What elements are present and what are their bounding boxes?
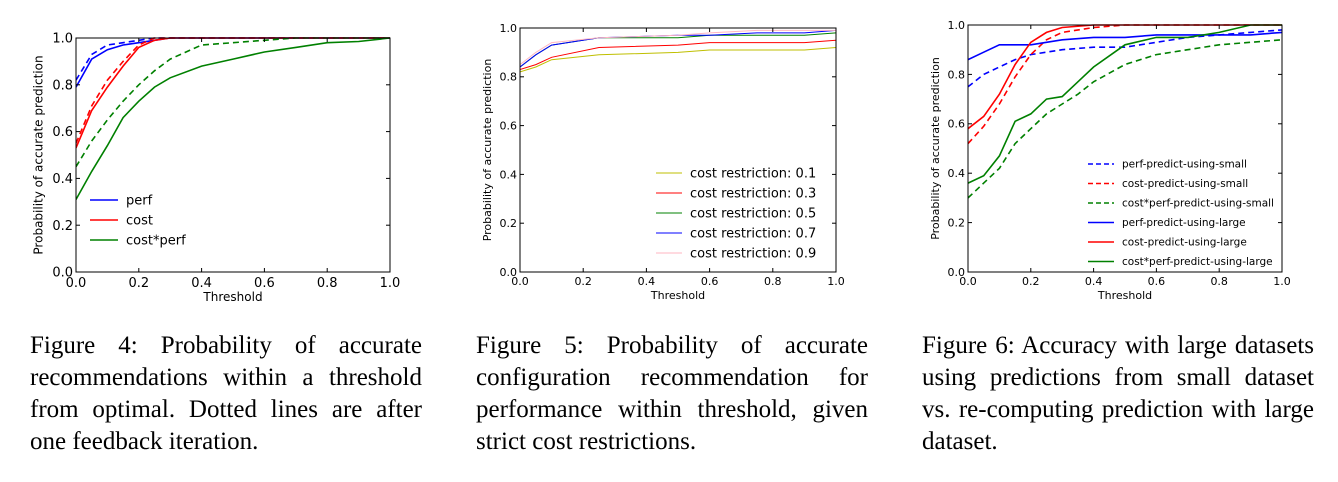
figure-6-panel: 0.0 0.2 0.4 0.6 0.8 1.0 0.0 0.2 0.4 0.6 0.8 1.0 Thre…: [892, 0, 1338, 325]
fig5-ytick-label: 0.6: [500, 119, 518, 132]
fig6-xtick-label: 0.8: [1210, 275, 1228, 288]
fig5-x-axis-label: Threshold: [650, 289, 705, 302]
fig5-xtick-label: 0.8: [764, 275, 782, 288]
fig4-legend-label-2: cost*perf: [126, 234, 186, 249]
fig6-legend-label-3: perf-predict-using-large: [1122, 217, 1246, 229]
fig5-y-axis-label: Probability of accurate prediction: [481, 59, 494, 242]
fig4-xtick-label: 0.2: [128, 276, 149, 291]
fig5-series-line-0: [520, 47, 836, 73]
fig4-y-axis-label: Probability of accurate prediction: [32, 55, 46, 254]
fig5-ytick-label: 1.0: [500, 22, 518, 35]
fig4-ytick-label: 0.4: [52, 172, 73, 187]
figure-6-caption: Figure 6: Accuracy with large datasets u…: [922, 332, 1314, 455]
fig6-xtick-label: 1.0: [1273, 275, 1291, 288]
figure-5-panel: 0.0 0.2 0.4 0.6 0.8 1.0 0.0 0.2 0.4 0.6 0.8 1.0 Thre…: [446, 0, 892, 325]
fig6-series-line-1: [968, 24, 1282, 145]
fig6-series-group: [968, 24, 1282, 199]
figure-4-chart: 0.0 0.2 0.4 0.6 0.8 1.0 0.0 0.2 0.4 0.6 0.8 1.0 Thre…: [32, 32, 401, 304]
fig5-legend-label-2: cost restriction: 0.5: [690, 207, 816, 222]
fig6-xtick-label: 0.0: [959, 275, 977, 288]
fig4-xtick-label: 0.0: [66, 276, 87, 291]
fig5-ytick-label: 0.8: [500, 71, 518, 84]
fig6-legend-label-1: cost-predict-using-small: [1122, 178, 1248, 190]
fig5-series-group: [520, 29, 836, 73]
fig6-xtick-label: 0.6: [1148, 275, 1166, 288]
fig5-legend-label-4: cost restriction: 0.9: [690, 247, 816, 262]
fig5-ytick-label: 0.2: [500, 217, 518, 230]
figure-4-panel: 0.0 0.2 0.4 0.6 0.8 1.0 0.0 0.2 0.4 0.6 0.8 1.0 Thre…: [0, 0, 446, 325]
fig5-xtick-label: 0.4: [638, 275, 656, 288]
fig4-ytick-label: 1.0: [52, 32, 73, 47]
fig4-plot-frame: [75, 37, 391, 273]
fig4-series-line-5: [76, 37, 390, 168]
fig4-series-line-4: [76, 37, 390, 200]
fig6-x-axis-label: Threshold: [1097, 289, 1152, 302]
fig4-series-line-3: [76, 37, 390, 144]
fig4-legend-label-0: perf: [126, 194, 153, 209]
fig6-series-line-5: [968, 24, 1282, 184]
fig4-xtick-label: 1.0: [380, 276, 401, 291]
fig5-legend-label-0: cost restriction: 0.1: [690, 167, 816, 182]
fig6-legend-label-4: cost-predict-using-large: [1122, 237, 1247, 249]
fig4-xtick-label: 0.6: [254, 276, 275, 291]
figure-6-chart: 0.0 0.2 0.4 0.6 0.8 1.0 0.0 0.2 0.4 0.6 0.8 1.0 Thre…: [929, 19, 1291, 302]
fig6-ytick-label: 0.4: [948, 167, 966, 180]
fig6-ytick-label: 0.6: [948, 118, 966, 131]
fig4-series-line-1: [76, 37, 390, 81]
fig5-ytick-label: 0.4: [500, 168, 518, 181]
fig6-series-line-4: [968, 24, 1282, 130]
fig5-xtick-label: 0.6: [701, 275, 719, 288]
fig4-series-line-2: [76, 37, 390, 149]
fig5-xtick-label: 0.2: [574, 275, 592, 288]
fig5-xtick-label: 0.0: [511, 275, 529, 288]
fig5-series-line-3: [520, 29, 836, 68]
fig4-ytick-label: 0.2: [52, 219, 73, 234]
fig6-xtick-label: 0.2: [1022, 275, 1040, 288]
fig6-legend-label-2: cost*perf-predict-using-small: [1122, 198, 1274, 210]
fig4-ytick-label: 0.0: [52, 266, 73, 281]
fig5-legend-label-1: cost restriction: 0.3: [690, 187, 816, 202]
fig6-xtick-label: 0.4: [1085, 275, 1103, 288]
fig4-series-group: [76, 37, 390, 200]
fig5-series-line-1: [520, 39, 836, 70]
fig4-xtick-label: 0.4: [191, 276, 212, 291]
fig5-series-line-4: [520, 29, 836, 65]
fig4-xtick-label: 0.8: [317, 276, 338, 291]
fig4-x-axis-label: Threshold: [202, 290, 262, 304]
fig5-xtick-label: 1.0: [827, 275, 845, 288]
fig5-ytick-label: 0.0: [500, 266, 518, 279]
fig6-ytick-label: 0.2: [948, 216, 966, 229]
fig6-legend-label-5: cost*perf-predict-using-large: [1122, 256, 1273, 268]
fig4-ytick-label: 0.8: [52, 78, 73, 93]
fig6-plot-frame: [967, 24, 1283, 273]
fig5-plot-frame: [519, 27, 837, 273]
figure-5-caption: Figure 5: Probability of accurate config…: [476, 332, 868, 455]
fig4-ytick-label: 0.6: [52, 125, 73, 140]
fig5-legend-label-3: cost restriction: 0.7: [690, 227, 816, 242]
figure-5-chart: 0.0 0.2 0.4 0.6 0.8 1.0 0.0 0.2 0.4 0.6 0.8 1.0 Thre…: [481, 22, 845, 302]
fig6-ytick-label: 0.8: [948, 68, 966, 81]
fig6-ytick-label: 0.0: [948, 266, 966, 279]
figure-4-caption: Figure 4: Probability of accurate recomm…: [30, 332, 422, 455]
fig4-legend-label-1: cost: [126, 214, 153, 229]
fig6-series-line-3: [968, 31, 1282, 61]
fig6-legend-label-0: perf-predict-using-small: [1122, 159, 1247, 171]
fig6-y-axis-label: Probability of accurate prediction: [929, 57, 942, 240]
fig6-series-line-2: [968, 39, 1282, 199]
fig6-ytick-label: 1.0: [948, 19, 966, 32]
